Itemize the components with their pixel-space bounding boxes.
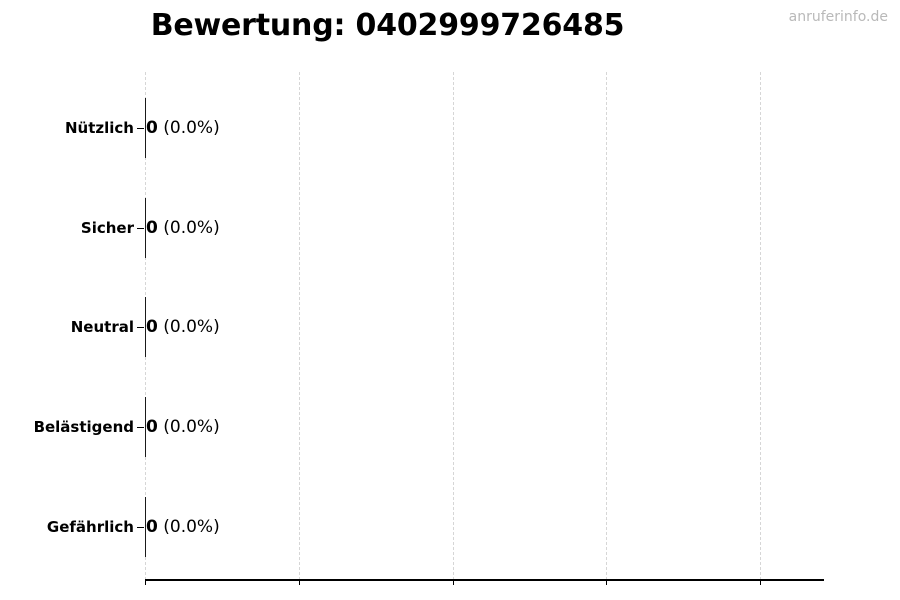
value-label: 0 (0.0%) xyxy=(146,217,220,238)
value-percent: (0.0%) xyxy=(157,317,220,337)
bar-gefährlich xyxy=(145,497,146,557)
category-label: Neutral xyxy=(70,318,134,336)
category-label: Gefährlich xyxy=(46,518,134,536)
value-label: 0 (0.0%) xyxy=(146,519,220,536)
value-percent: (0.0%) xyxy=(157,517,220,537)
site-watermark: anruferinfo.de xyxy=(788,9,888,25)
value-label: 0 (0.0%) xyxy=(146,419,220,436)
x-gridline xyxy=(453,72,454,580)
category-label: Nützlich xyxy=(65,119,134,137)
value-label: 0 (0.0%) xyxy=(146,319,220,336)
x-gridline xyxy=(299,72,300,580)
x-gridline xyxy=(606,72,607,580)
value-percent: (0.0%) xyxy=(157,217,220,238)
value-percent: (0.0%) xyxy=(157,118,220,138)
y-axis-tick xyxy=(137,427,144,428)
x-axis-tick xyxy=(453,581,454,585)
y-axis-tick xyxy=(137,128,144,129)
bar-belästigend xyxy=(145,397,146,457)
value-count: 0 xyxy=(146,417,158,437)
value-percent: (0.0%) xyxy=(157,417,220,437)
page-title: Bewertung: 0402999726485 xyxy=(150,8,625,43)
y-axis-tick xyxy=(137,227,144,229)
x-axis-tick xyxy=(606,581,607,585)
value-label: 0 (0.0%) xyxy=(146,120,220,137)
category-label: Sicher xyxy=(80,218,134,237)
x-axis-spine xyxy=(145,579,824,581)
bar-sicher xyxy=(145,197,146,258)
y-axis-tick xyxy=(137,527,144,528)
y-axis-tick xyxy=(137,327,144,328)
x-gridline xyxy=(760,72,761,580)
x-axis-tick xyxy=(760,581,761,585)
value-count: 0 xyxy=(146,517,158,537)
plot-area xyxy=(145,72,824,580)
x-axis-tick xyxy=(145,581,146,585)
value-count: 0 xyxy=(146,317,158,337)
value-count: 0 xyxy=(146,217,158,238)
category-label: Belästigend xyxy=(33,418,134,436)
bar-neutral xyxy=(145,297,146,357)
bar-nützlich xyxy=(145,98,146,158)
x-axis-tick xyxy=(299,581,300,585)
value-count: 0 xyxy=(146,118,158,138)
